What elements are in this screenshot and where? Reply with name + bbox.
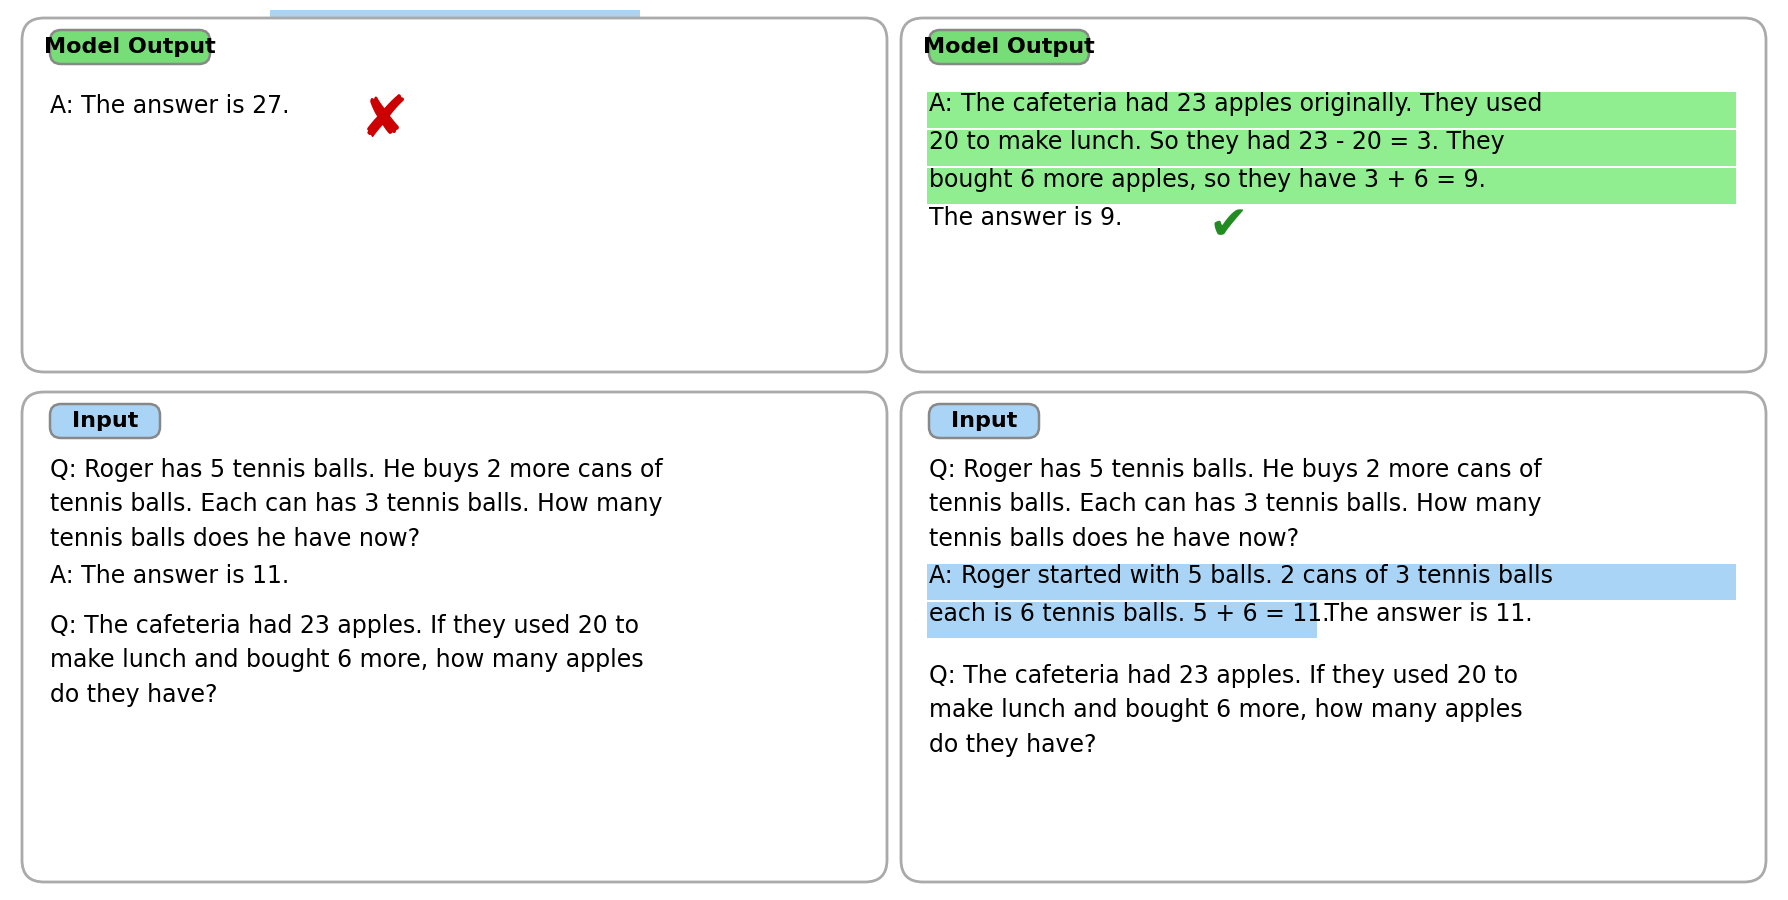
Bar <box>270 10 640 56</box>
Text: A:: A: <box>930 92 960 116</box>
Bar <box>926 564 1736 600</box>
Text: each is 6 tennis balls. 5 + 6 = 11.: each is 6 tennis balls. 5 + 6 = 11. <box>930 602 1330 626</box>
Text: 20 to make lunch. So they had 23 - 20 = 3. They: 20 to make lunch. So they had 23 - 20 = … <box>930 130 1505 154</box>
Text: Roger started with 5 balls. 2 cans of 3 tennis balls: Roger started with 5 balls. 2 cans of 3 … <box>960 564 1554 588</box>
Text: Q: The cafeteria had 23 apples. If they used 20 to
make lunch and bought 6 more,: Q: The cafeteria had 23 apples. If they … <box>50 614 644 706</box>
FancyBboxPatch shape <box>21 392 887 882</box>
Text: Chain of Thought Prompting: Chain of Thought Prompting <box>1044 17 1622 51</box>
Text: A:: A: <box>930 564 960 588</box>
Text: The cafeteria had 23 apples originally. They used: The cafeteria had 23 apples originally. … <box>960 92 1543 116</box>
FancyBboxPatch shape <box>930 30 1089 64</box>
Text: Model Output: Model Output <box>923 37 1094 57</box>
Text: ✔: ✔ <box>1209 204 1248 249</box>
FancyBboxPatch shape <box>930 404 1039 438</box>
Bar <box>926 130 1736 166</box>
Text: The answer is 11.: The answer is 11. <box>1318 602 1532 626</box>
Text: Q: Roger has 5 tennis balls. He buys 2 more cans of
tennis balls. Each can has 3: Q: Roger has 5 tennis balls. He buys 2 m… <box>50 458 663 551</box>
FancyBboxPatch shape <box>901 18 1767 372</box>
Text: Standard Prompting: Standard Prompting <box>247 17 662 51</box>
Text: Q: Roger has 5 tennis balls. He buys 2 more cans of
tennis balls. Each can has 3: Q: Roger has 5 tennis balls. He buys 2 m… <box>930 458 1541 551</box>
Bar <box>926 602 1318 638</box>
FancyBboxPatch shape <box>50 404 159 438</box>
Text: Model Output: Model Output <box>45 37 216 57</box>
Text: Input: Input <box>72 411 138 431</box>
Text: A: The answer is 27.: A: The answer is 27. <box>50 94 290 118</box>
Text: ✘: ✘ <box>359 92 409 149</box>
Text: The answer is 9.: The answer is 9. <box>930 206 1123 230</box>
FancyBboxPatch shape <box>50 30 209 64</box>
Text: Q: The cafeteria had 23 apples. If they used 20 to
make lunch and bought 6 more,: Q: The cafeteria had 23 apples. If they … <box>930 664 1523 757</box>
Bar <box>926 168 1736 204</box>
FancyBboxPatch shape <box>21 18 887 372</box>
Text: bought 6 more apples, so they have 3 + 6 = 9.: bought 6 more apples, so they have 3 + 6… <box>930 168 1486 192</box>
Bar <box>926 92 1736 128</box>
FancyBboxPatch shape <box>901 392 1767 882</box>
Text: Input: Input <box>951 411 1017 431</box>
Text: A: The answer is 11.: A: The answer is 11. <box>50 564 290 588</box>
